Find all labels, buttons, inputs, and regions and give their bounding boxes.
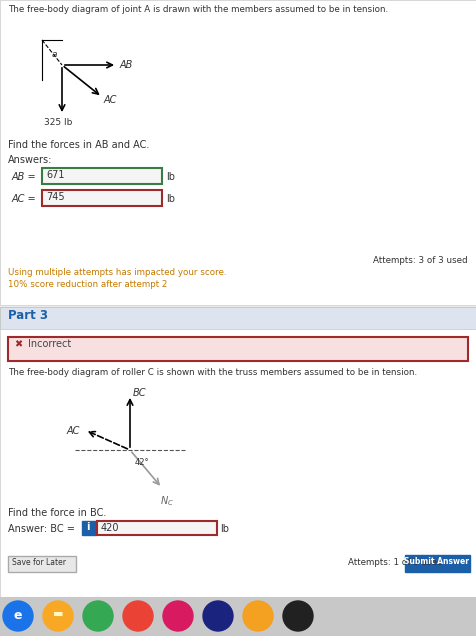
Text: 325 lb: 325 lb [44, 118, 72, 127]
Text: ▬: ▬ [53, 609, 63, 619]
Text: ✖: ✖ [14, 339, 22, 349]
Circle shape [243, 601, 273, 631]
Bar [0, 329, 476, 599]
Text: Incorrect: Incorrect [28, 339, 71, 349]
Circle shape [43, 601, 73, 631]
Text: lb: lb [166, 194, 175, 204]
Text: 42°: 42° [135, 458, 149, 467]
Text: 671: 671 [46, 170, 65, 180]
Text: Save for Later: Save for Later [12, 558, 66, 567]
Bar [8, 337, 468, 361]
Text: Attempts: 3 of 3 used: Attempts: 3 of 3 used [373, 256, 468, 265]
Text: i: i [86, 522, 89, 532]
Bar [0, 307, 476, 329]
Text: The free-body diagram of roller C is shown with the truss members assumed to be : The free-body diagram of roller C is sho… [8, 368, 417, 377]
Text: BC: BC [133, 388, 147, 398]
Text: Using multiple attempts has impacted your score.: Using multiple attempts has impacted you… [8, 268, 227, 277]
Text: 420: 420 [101, 523, 119, 533]
Text: Find the forces in AB and AC.: Find the forces in AB and AC. [8, 140, 149, 150]
Bar [0, 597, 476, 636]
Text: Answers:: Answers: [8, 155, 52, 165]
Text: lb: lb [166, 172, 175, 182]
Bar [82, 521, 96, 535]
Text: Answer: BC =: Answer: BC = [8, 524, 75, 534]
Text: AB: AB [120, 60, 133, 70]
Bar [0, 0, 476, 305]
Bar [405, 555, 470, 572]
Text: Submit Answer: Submit Answer [405, 557, 469, 566]
Text: 745: 745 [46, 192, 65, 202]
Text: e: e [14, 609, 22, 622]
Text: lb: lb [220, 524, 229, 534]
Text: AB =: AB = [12, 172, 37, 182]
Text: $N_C$: $N_C$ [160, 494, 174, 508]
Text: Part 3: Part 3 [8, 309, 48, 322]
Text: AC: AC [104, 95, 118, 105]
Bar [42, 168, 162, 184]
Bar [97, 521, 217, 535]
Text: Attempts: 1 of 3 used: Attempts: 1 of 3 used [348, 558, 443, 567]
Text: AC: AC [67, 426, 80, 436]
Circle shape [163, 601, 193, 631]
Circle shape [283, 601, 313, 631]
Text: Find the force in BC.: Find the force in BC. [8, 508, 106, 518]
Circle shape [123, 601, 153, 631]
Text: The free-body diagram of joint A is drawn with the members assumed to be in tens: The free-body diagram of joint A is draw… [8, 5, 388, 14]
Circle shape [83, 601, 113, 631]
Bar [8, 556, 76, 572]
Text: 10% score reduction after attempt 2: 10% score reduction after attempt 2 [8, 280, 168, 289]
Bar [42, 190, 162, 206]
Circle shape [3, 601, 33, 631]
Text: a: a [52, 50, 58, 59]
Circle shape [203, 601, 233, 631]
Text: AC =: AC = [12, 194, 37, 204]
